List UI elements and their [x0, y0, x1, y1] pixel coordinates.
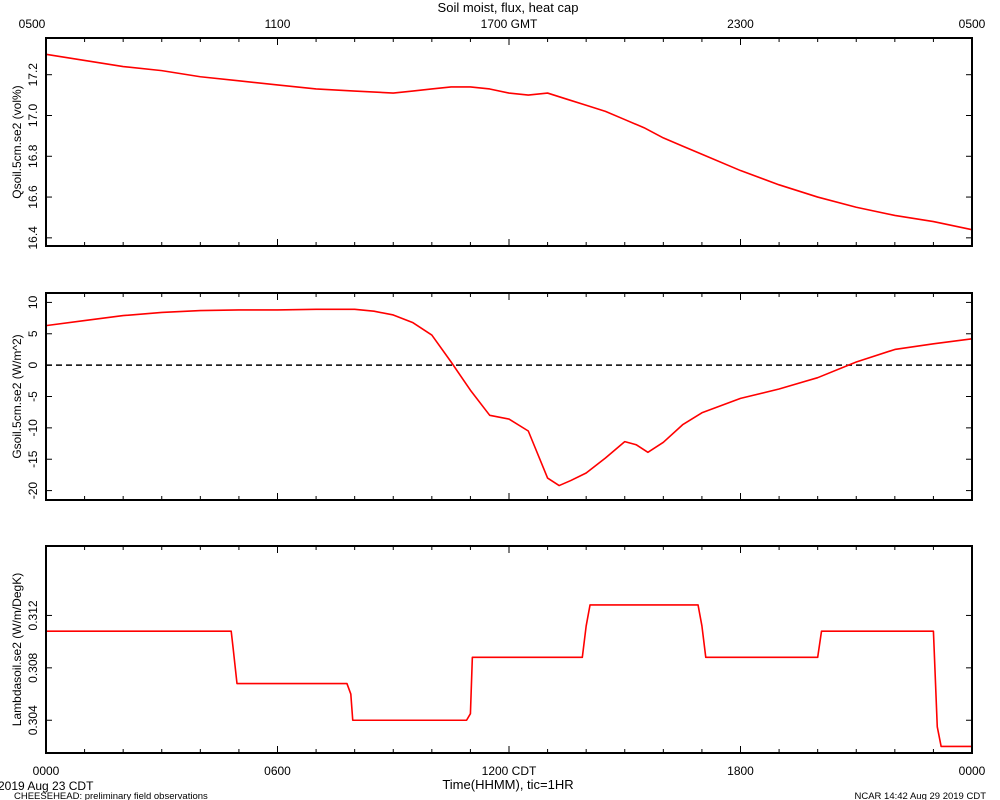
- chart-title: Soil moist, flux, heat cap: [438, 0, 579, 15]
- bottom-x-tick-label: 0000: [959, 764, 986, 778]
- bottom-x-tick-label: 1200 CDT: [482, 764, 537, 778]
- bottom-x-tick-label: 0000: [33, 764, 60, 778]
- y-tick-label: 5: [26, 330, 40, 337]
- data-series-line: [45, 53, 973, 231]
- data-series-line: [46, 604, 972, 748]
- y-tick-label: 16.8: [26, 144, 40, 168]
- panel-frame: [45, 545, 973, 754]
- y-tick-label: -5: [26, 391, 40, 402]
- y-tick-label: 0: [26, 361, 40, 368]
- y-tick-label: 10: [26, 295, 40, 309]
- y-tick-label: 0.312: [26, 600, 40, 630]
- y-axis-label: Qsoil.5cm.se2 (vol%): [10, 85, 24, 198]
- y-axis-label: Gsoil.5cm.se2 (W/m^2): [10, 334, 24, 458]
- data-series-line: [45, 308, 973, 487]
- y-tick-label: -20: [26, 482, 40, 500]
- y-tick-label: -15: [26, 450, 40, 468]
- top-x-tick-label: 1100: [265, 17, 291, 31]
- y-tick-label: -10: [26, 419, 40, 437]
- y-tick-label: 16.4: [26, 226, 40, 250]
- panel-frame: [45, 37, 973, 247]
- y-axis-label: Lambdasoil.se2 (W/m/DegK): [10, 573, 24, 726]
- y-tick-label: 17.0: [26, 103, 40, 127]
- footer-date: 2019 Aug 23 CDT: [0, 779, 94, 793]
- top-x-tick-label: 0500: [959, 17, 986, 31]
- y-tick-label: 0.308: [26, 653, 40, 683]
- footer-right-note: NCAR 14:42 Aug 29 2019 CDT: [855, 791, 987, 800]
- bottom-x-tick-label: 0600: [264, 764, 291, 778]
- x-axis-label: Time(HHMM), tic=1HR: [442, 777, 573, 792]
- top-x-tick-label: 0500: [19, 17, 46, 31]
- panel-2: -20 -15 -10 -5 0 5 10 Gsoil.5cm.se2 (W/m^2): [10, 292, 973, 501]
- panel-frame: [45, 292, 973, 501]
- footer-left-note: CHEESEHEAD: preliminary field observatio…: [14, 791, 208, 800]
- y-tick-label: 16.6: [26, 185, 40, 209]
- top-x-tick-label: 2300: [727, 17, 754, 31]
- top-x-tick-label: 1700 GMT: [481, 17, 538, 31]
- bottom-x-tick-label: 1800: [727, 764, 754, 778]
- y-tick-label: 17.2: [26, 63, 40, 87]
- y-tick-label: 0.304: [26, 705, 40, 735]
